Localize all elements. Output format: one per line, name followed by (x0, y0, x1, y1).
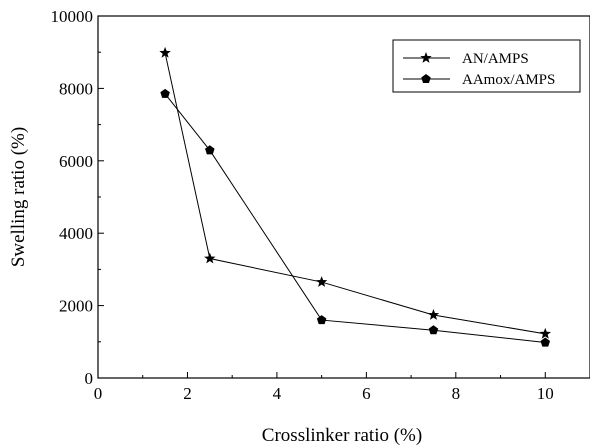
series-line-aamox-amps (164, 93, 546, 344)
data-point-an-amps (539, 327, 551, 339)
y-tick-label-10000: 10000 (51, 7, 94, 26)
data-point-aamox-amps (160, 88, 170, 98)
legend-symbol-an-amps (420, 52, 432, 63)
x-tick-label-6: 6 (362, 384, 371, 403)
series-aamox-amps (160, 88, 551, 347)
y-tick-label-0: 0 (85, 369, 94, 388)
series-an-amps (159, 46, 551, 339)
y-tick-label-6000: 6000 (59, 152, 93, 171)
data-point-aamox-amps (540, 337, 551, 347)
x-axis-label: Crosslinker ratio (%) (262, 425, 422, 446)
y-tick-label-4000: 4000 (59, 224, 93, 243)
x-tick-label-8: 8 (452, 384, 461, 403)
y-axis-label: Swelling ratio (%) (8, 127, 29, 267)
x-tick-label-4: 4 (273, 384, 282, 403)
series-group (159, 46, 551, 347)
legend-symbol-aamox-amps (421, 74, 431, 84)
data-point-an-amps (159, 46, 171, 58)
x-tick-label-2: 2 (183, 384, 192, 403)
legend-marker-pentagon (421, 74, 431, 84)
legend-label-an-amps: AN/AMPS (462, 51, 529, 67)
legend-box (392, 39, 581, 93)
data-point-aamox-amps (205, 145, 215, 155)
x-tick-label-0: 0 (94, 384, 103, 403)
legend: AN/AMPS AAmox/AMPS (392, 39, 581, 93)
data-point-aamox-amps (316, 315, 327, 325)
data-point-aamox-amps (428, 325, 439, 335)
y-tick-label-2000: 2000 (59, 297, 93, 316)
data-point-an-amps (315, 276, 328, 287)
series-line-an-amps (164, 52, 546, 335)
x-tick-label-10: 10 (537, 384, 554, 403)
data-point-an-amps (427, 309, 440, 320)
data-point-an-amps (204, 252, 216, 264)
y-tick-label-8000: 8000 (59, 79, 93, 98)
legend-marker-star (420, 52, 432, 63)
legend-label-aamox-amps: AAmox/AMPS (462, 72, 555, 88)
ticks-group: 0 2 4 6 8 10 0 2000 4000 6000 8000 10000 (51, 7, 554, 403)
